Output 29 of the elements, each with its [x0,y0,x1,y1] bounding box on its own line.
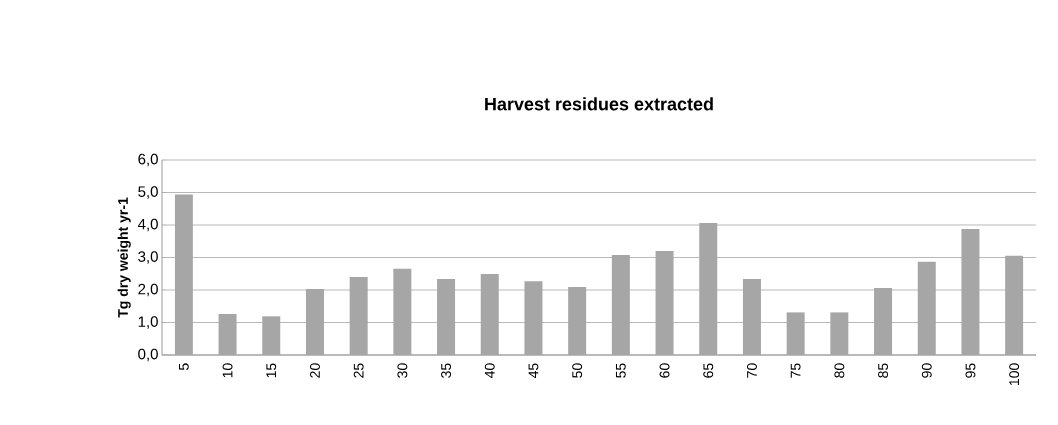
x-tick-label: 30 [397,363,408,378]
x-tick-label: 85 [878,363,889,378]
x-tick-label: 60 [659,363,670,378]
x-tick-label: 25 [353,363,364,378]
y-tick-label: 1,0 [138,316,158,329]
x-tick-label: 100 [1009,363,1020,386]
y-tick-label: 3,0 [138,251,158,264]
y-tick-label: 4,0 [137,218,158,232]
x-tick-label: 10 [222,363,233,378]
y-axis-title: Tg dry weight yr-1 [117,197,131,318]
x-tick-label: 65 [703,363,714,378]
y-tick-label: 5,0 [138,186,158,199]
y-tick-label: 2,0 [138,283,158,297]
x-tick-label: 35 [441,363,452,378]
x-tick-label: 40 [484,363,495,379]
chart-title: Harvest residues extracted [485,97,713,111]
x-tick-label: 80 [834,363,845,378]
x-tick-label: 90 [921,363,932,378]
x-tick-label: 55 [615,363,626,378]
x-tick-label: 45 [528,363,539,379]
x-tick-label: 70 [746,363,757,378]
x-tick-label: 5 [178,363,189,371]
x-tick-label: 95 [965,363,976,378]
y-tick-label: 6,0 [138,153,158,167]
x-tick-label: 50 [572,363,583,378]
y-tick-label: 0,0 [138,348,158,362]
x-tick-label: 15 [266,363,277,378]
x-tick-label: 20 [309,363,320,378]
x-tick-label: 75 [790,363,801,378]
